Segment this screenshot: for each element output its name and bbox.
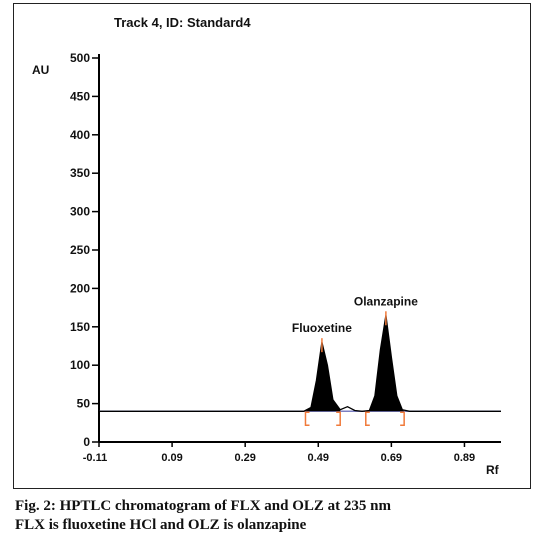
- peak-area: [365, 315, 405, 412]
- y-tick-label: 400: [70, 128, 90, 142]
- y-tick-label: 300: [70, 205, 90, 219]
- chart-title: Track 4, ID: Standard4: [114, 15, 251, 30]
- peak-end-bracket: [400, 411, 405, 427]
- caption-line-2: FLX is fluoxetine HCl and OLZ is olanzap…: [15, 517, 307, 533]
- peak-start-bracket: [304, 411, 310, 427]
- y-tick-label: 0: [83, 435, 90, 449]
- y-tick-label: 100: [70, 358, 90, 372]
- signal-trace: [99, 315, 501, 412]
- x-tick-label: 0.29: [234, 452, 255, 464]
- peak-area: [305, 342, 341, 412]
- peak-start-bracket: [365, 411, 370, 427]
- figure-caption: Fig. 2: HPTLC chromatogram of FLX and OL…: [15, 497, 535, 535]
- x-tick-label: 0.49: [308, 452, 329, 464]
- y-tick-label: 150: [70, 320, 90, 334]
- caption-line-1: Fig. 2: HPTLC chromatogram of FLX and OL…: [15, 498, 391, 514]
- y-tick-label: 500: [70, 51, 90, 65]
- x-tick-label: 0.69: [381, 452, 402, 464]
- y-tick-label: 200: [70, 281, 90, 295]
- y-tick-label: 250: [70, 243, 90, 257]
- y-tick-label: 350: [70, 166, 90, 180]
- chart-frame: 0 50 100 150 200 250 300 350 400 450 500 -0.11 0.09 0…: [13, 3, 531, 489]
- x-tick-label: 0.89: [454, 452, 475, 464]
- y-tick-label: 50: [77, 397, 91, 411]
- chromatogram-plot: 0 50 100 150 200 250 300 350 400 450 500 -0.11 0.09 0…: [32, 51, 501, 477]
- peak-label: Olanzapine: [354, 294, 418, 308]
- y-tick-label: 450: [70, 89, 90, 103]
- x-axis-label: Rf: [486, 463, 500, 477]
- y-axis-label: AU: [32, 63, 49, 77]
- x-tick-label: 0.09: [161, 452, 182, 464]
- peak-label: Fluoxetine: [292, 321, 352, 335]
- x-tick-label: -0.11: [83, 452, 107, 464]
- peak-end-bracket: [336, 411, 341, 427]
